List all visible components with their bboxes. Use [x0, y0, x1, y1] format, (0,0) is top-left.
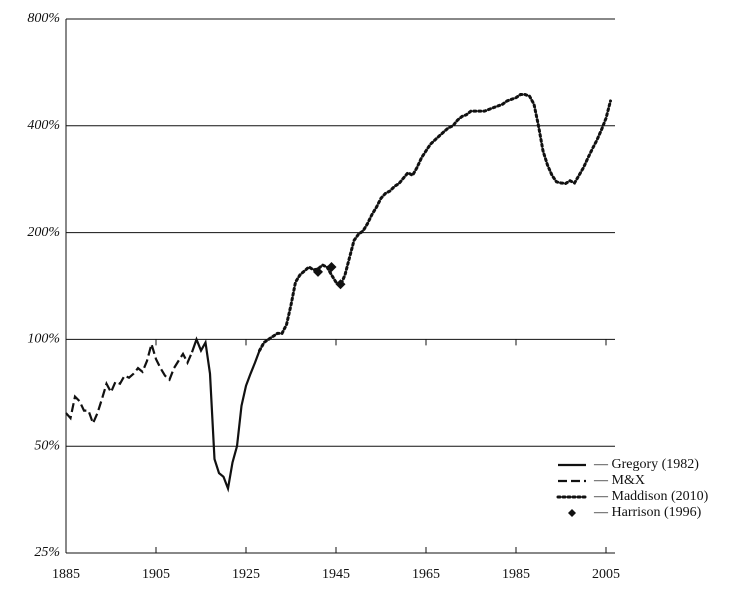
- x-tick-label: 1945: [322, 567, 350, 582]
- x-tick-label: 2005: [592, 567, 620, 582]
- x-tick-label: 1925: [232, 567, 260, 582]
- marker: [326, 261, 337, 272]
- series-line: [258, 93, 612, 353]
- marker: [335, 279, 346, 290]
- series-line: [190, 336, 261, 493]
- x-tick-label: 1885: [52, 567, 80, 582]
- y-tick-label: 400%: [27, 118, 60, 133]
- marker: [313, 266, 323, 277]
- x-tick-label: 1965: [412, 567, 440, 582]
- legend-label: — M&X: [593, 473, 645, 488]
- y-tick-label: 800%: [27, 11, 60, 26]
- legend-label: — Maddison (2010): [593, 489, 709, 504]
- y-tick-label: 25%: [34, 545, 60, 560]
- legend-label: — Harrison (1996): [593, 505, 702, 520]
- legend-label: — Gregory (1982): [593, 457, 699, 472]
- series-line: [65, 340, 194, 427]
- legend-marker: [568, 509, 576, 517]
- x-tick-label: 1905: [142, 567, 170, 582]
- y-tick-label: 100%: [27, 332, 60, 347]
- x-tick-label: 1985: [502, 567, 530, 582]
- y-tick-label: 200%: [27, 225, 60, 240]
- y-tick-label: 50%: [34, 438, 60, 453]
